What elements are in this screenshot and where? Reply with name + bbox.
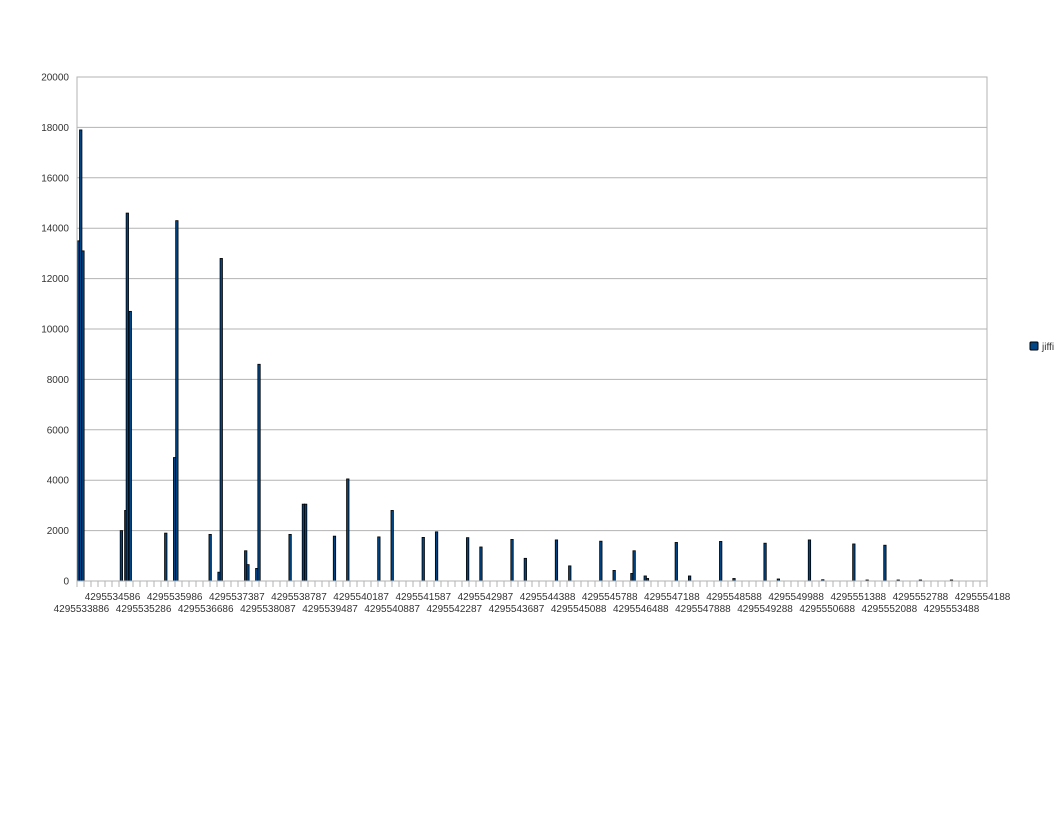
y-tick-label: 6000 (47, 425, 70, 436)
legend-entry: jiffi (1041, 342, 1054, 353)
bar (479, 546, 483, 582)
y-tick-label: 4000 (47, 476, 70, 487)
x-tick-label: 4295533886 (54, 604, 110, 615)
x-tick-label: 4295553488 (924, 604, 980, 615)
bar (599, 540, 603, 582)
bar (288, 533, 292, 582)
x-tick-label: 4295536686 (178, 604, 234, 615)
y-axis-tick-labels: 0 2000 4000 6000 8000 10000 12000 14000 16000 180… (41, 73, 69, 588)
x-tick-label: 4295540187 (333, 592, 389, 603)
x-tick-label: 4295535986 (147, 592, 203, 603)
x-tick-label: 4295554188 (955, 592, 1011, 603)
bar (304, 503, 308, 582)
x-tick-label: 4295538087 (240, 604, 296, 615)
bar (688, 575, 692, 582)
y-tick-label: 2000 (47, 526, 70, 537)
x-tick-label: 4295545788 (582, 592, 638, 603)
x-tick-label: 4295542987 (458, 592, 514, 603)
x-tick-label: 4295546488 (613, 604, 669, 615)
x-tick-label: 4295547888 (675, 604, 731, 615)
y-tick-label: 18000 (41, 123, 69, 134)
x-tick-label: 4295544388 (520, 592, 576, 603)
bar (125, 212, 129, 582)
bar (208, 533, 212, 582)
bar (119, 530, 123, 582)
x-axis-minor-ticks (76, 581, 988, 587)
bar (434, 531, 439, 582)
bar (632, 550, 636, 582)
x-tick-label: 4295552088 (862, 604, 918, 615)
x-tick-label: 4295541587 (395, 592, 451, 603)
x-tick-label: 4295549288 (737, 604, 793, 615)
bar (377, 536, 381, 582)
bar (807, 539, 812, 582)
bar (164, 532, 168, 582)
x-tick-label: 4295535286 (116, 604, 172, 615)
bar (763, 542, 767, 582)
bar (568, 565, 572, 582)
x-tick-label: 4295548588 (706, 592, 762, 603)
bar (246, 564, 250, 582)
x-tick-label: 4295543687 (489, 604, 545, 615)
bar (257, 363, 261, 582)
bar (81, 250, 85, 582)
x-tick-label: 4295542287 (427, 604, 483, 615)
bar (219, 258, 223, 582)
x-tick-label: 4295551388 (830, 592, 886, 603)
bar (128, 310, 132, 582)
bar (883, 544, 887, 582)
x-tick-label: 4295537387 (209, 592, 265, 603)
bar (612, 570, 616, 582)
bar (852, 543, 856, 582)
x-tick-label: 4295549988 (768, 592, 824, 603)
y-tick-label: 14000 (41, 224, 69, 235)
x-tick-label: 4295552788 (893, 592, 949, 603)
bar (421, 537, 425, 582)
y-tick-label: 12000 (41, 274, 69, 285)
bar (332, 535, 337, 582)
bar (523, 557, 527, 582)
x-tick-label: 4295540887 (364, 604, 420, 615)
gridlines (77, 126, 987, 532)
y-tick-label: 10000 (41, 325, 69, 336)
x-tick-label: 4295534586 (85, 592, 141, 603)
plot-frame (76, 76, 988, 582)
bar (719, 541, 723, 582)
bar (510, 539, 514, 582)
bar (466, 537, 470, 582)
y-tick-label: 8000 (47, 375, 70, 386)
bar (175, 220, 179, 582)
x-tick-label: 4295550688 (799, 604, 855, 615)
y-tick-label: 16000 (41, 173, 69, 184)
x-axis-tick-labels: 4295533886429553458642955352864295535986… (54, 592, 1011, 615)
y-tick-label: 0 (63, 577, 69, 588)
x-tick-label: 4295545088 (551, 604, 607, 615)
x-tick-label: 4295547188 (644, 592, 700, 603)
bar (390, 510, 394, 582)
legend-swatch (1029, 341, 1039, 351)
x-tick-label: 4295538787 (271, 592, 327, 603)
legend: jiffi (1029, 341, 1054, 353)
y-tick-label: 20000 (41, 73, 69, 84)
x-tick-label: 4295539487 (302, 604, 358, 615)
bar (674, 542, 678, 582)
bar (346, 478, 350, 582)
bar (554, 539, 559, 582)
